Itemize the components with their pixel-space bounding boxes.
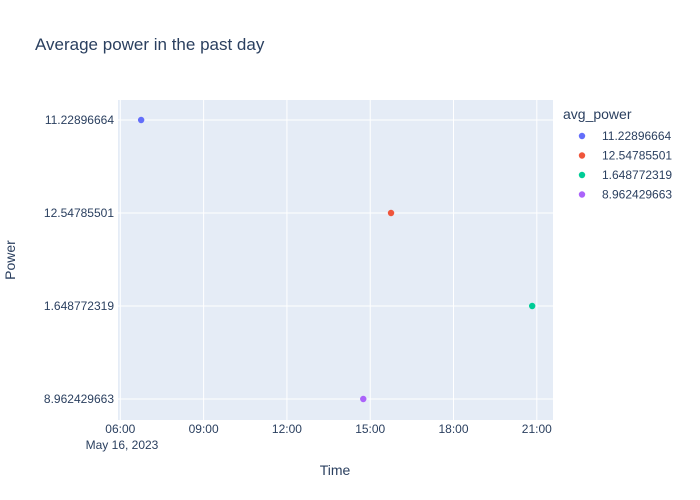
- legend-marker: [578, 132, 586, 140]
- y-axis-title: Power: [2, 240, 18, 280]
- data-point: [360, 395, 367, 403]
- legend-marker: [578, 191, 586, 198]
- y-tick-label: 11.22896664: [45, 113, 115, 127]
- x-tick-label: 21:00: [522, 422, 552, 436]
- x-tick-label: 12:00: [272, 422, 302, 436]
- x-axis-ticks: 06:00 09:00 12:00 15:00 18:00 21:00: [105, 422, 552, 436]
- legend: avg_power 11.22896664 12.54785501 1.648772…: [563, 106, 672, 202]
- y-tick-label: 12.54785501: [44, 206, 114, 220]
- x-axis-date-label: May 16, 2023: [86, 438, 159, 452]
- x-tick-label: 15:00: [355, 422, 385, 436]
- x-tick-label: 09:00: [189, 422, 219, 436]
- y-tick-label: 1.648772319: [44, 299, 114, 313]
- legend-marker: [578, 152, 586, 159]
- y-axis-ticks: 11.22896664 12.54785501 1.648772319 8.96242…: [44, 113, 114, 406]
- legend-title: avg_power: [563, 106, 632, 122]
- data-point: [387, 209, 395, 217]
- data-point: [137, 116, 145, 124]
- grid-lines: [118, 100, 553, 420]
- plot-area: [118, 100, 553, 420]
- x-tick-label: 06:00: [105, 422, 135, 436]
- data-point: [528, 302, 536, 310]
- legend-entry: 8.962429663: [602, 188, 672, 202]
- legend-entry: 1.648772319: [602, 168, 672, 182]
- x-axis-title: Time: [320, 462, 351, 478]
- y-tick-label: 8.962429663: [44, 392, 114, 406]
- x-tick-label: 18:00: [438, 422, 468, 436]
- legend-entry: 12.54785501: [602, 149, 672, 163]
- chart-title: Average power in the past day: [35, 35, 265, 54]
- legend-entry: 11.22896664: [602, 129, 672, 143]
- legend-marker: [578, 171, 586, 179]
- data-points: [137, 116, 536, 403]
